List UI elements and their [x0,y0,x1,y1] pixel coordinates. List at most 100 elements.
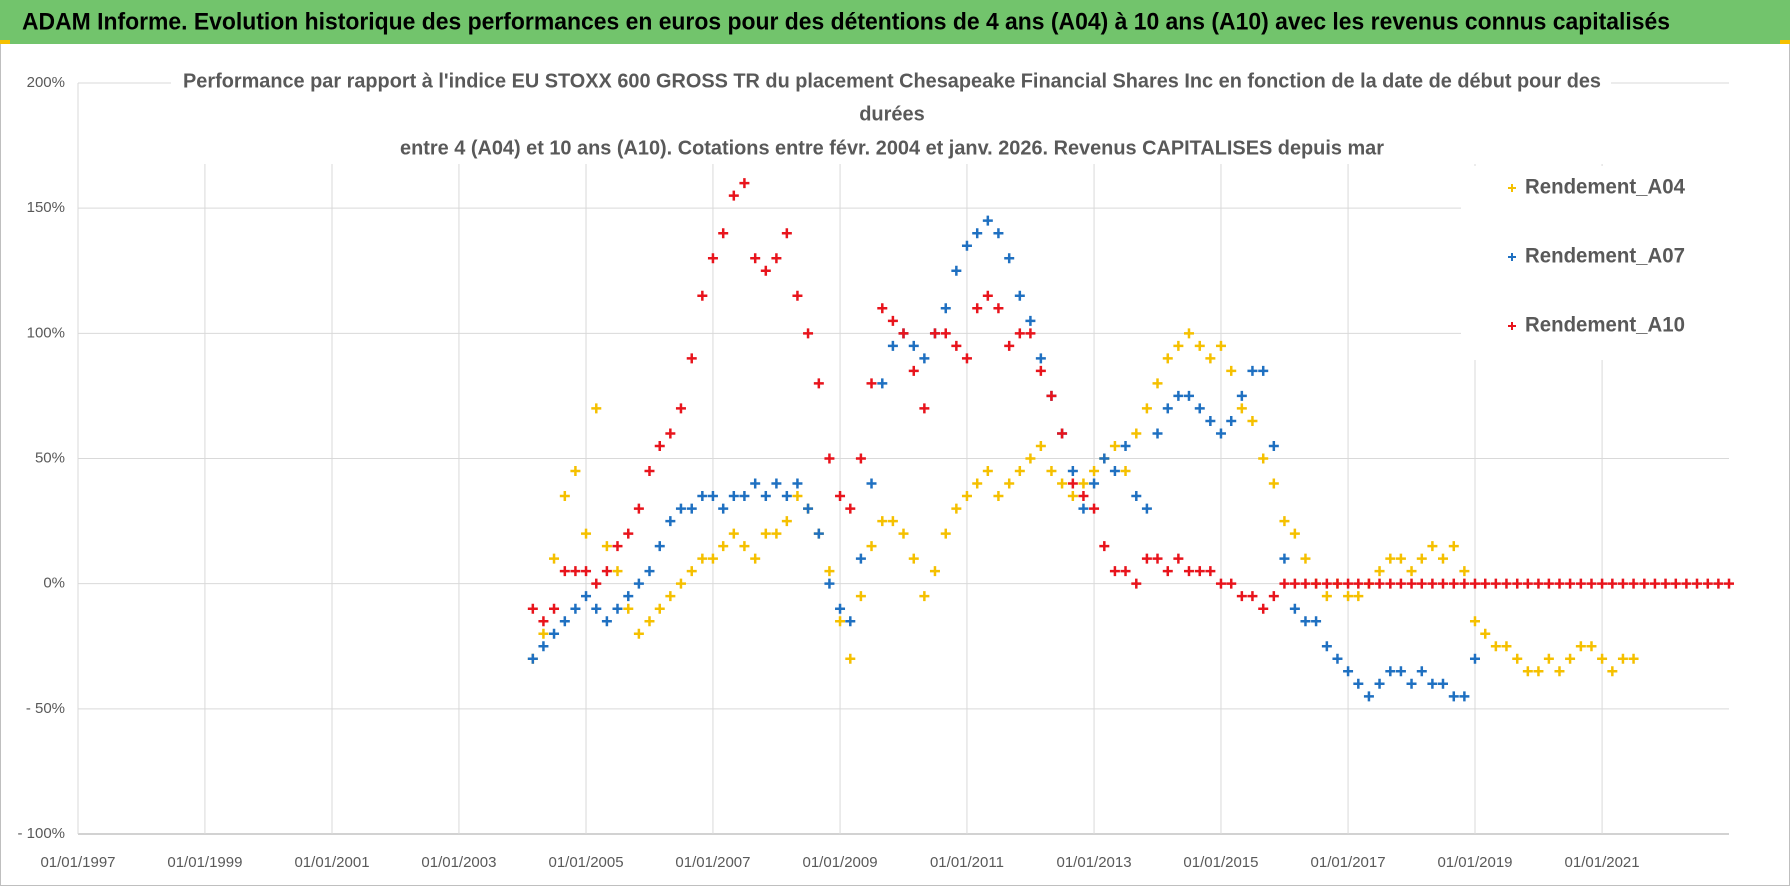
data-point [1459,566,1470,577]
data-point [1448,541,1459,552]
data-point [750,553,761,564]
data-point [1205,415,1216,426]
data-point [972,303,983,314]
x-tick-label: 01/01/2005 [548,854,623,871]
data-point [781,491,792,502]
data-point [824,453,835,464]
data-point [1247,415,1258,426]
data-point [1289,528,1300,539]
data-point [1586,641,1597,652]
data-point [1089,466,1100,477]
data-point [1014,290,1025,301]
data-point [760,528,771,539]
data-point [1099,541,1110,552]
data-point [1353,678,1364,689]
data-point [1332,653,1343,664]
title-background [171,66,1611,164]
data-point [1575,641,1586,652]
data-point [1014,466,1025,477]
x-tick-label: 01/01/1997 [40,854,115,871]
data-point [1067,491,1078,502]
data-point [951,340,962,351]
data-point [1279,553,1290,564]
data-point [527,653,538,664]
data-point [866,541,877,552]
y-tick-label: 50% [35,449,65,466]
data-point [866,378,877,389]
data-point [1459,691,1470,702]
data-point [1554,578,1565,589]
data-point [855,453,866,464]
data-point [739,178,750,189]
data-point [1120,440,1131,451]
data-point [1490,578,1501,589]
data-point [845,503,856,514]
data-point [1343,578,1354,589]
data-point [1205,566,1216,577]
data-point [908,365,919,376]
data-point [1395,578,1406,589]
data-point [919,403,930,414]
banner-title: ADAM Informe. Evolution historique des p… [22,8,1670,35]
data-point [1416,578,1427,589]
data-point [792,478,803,489]
data-point [1236,390,1247,401]
data-point [1660,578,1671,589]
data-point [887,340,898,351]
data-point [877,378,888,389]
data-point [1194,403,1205,414]
legend-background [1461,166,1729,360]
data-point [1057,428,1068,439]
data-point [675,403,686,414]
data-point [1279,578,1290,589]
y-tick-label: 150% [27,199,65,216]
data-point [855,553,866,564]
data-point [835,616,846,627]
data-point [1363,578,1374,589]
data-point [1025,453,1036,464]
data-point [1406,678,1417,689]
data-point [1120,566,1131,577]
data-point [633,503,644,514]
x-tick-label: 01/01/2007 [675,854,750,871]
legend-label: Rendement_A04 [1525,176,1685,199]
data-point [951,265,962,276]
chart-title: Performance par rapport à l'indice EU ST… [183,70,1601,92]
data-point [1067,466,1078,477]
data-point [1109,566,1120,577]
data-point [1046,466,1057,477]
x-tick-label: 01/01/2019 [1437,854,1512,871]
data-point [654,541,665,552]
data-point [1258,603,1269,614]
data-point [728,190,739,201]
data-point [654,603,665,614]
banner-corner [0,40,10,44]
data-point [1289,578,1300,589]
data-point [771,253,782,264]
data-point [1173,553,1184,564]
data-point [929,566,940,577]
data-point [940,328,951,339]
data-point [739,541,750,552]
data-point [1565,653,1576,664]
data-point [633,578,644,589]
data-point [1311,616,1322,627]
data-point [1395,666,1406,677]
data-point [1343,591,1354,602]
data-point [1141,553,1152,564]
data-point [707,553,718,564]
data-point [1120,466,1131,477]
data-point [1236,591,1247,602]
data-point [1438,578,1448,589]
data-point [1025,315,1036,326]
data-point [760,265,771,276]
data-point [845,653,856,664]
data-point [1617,578,1628,589]
data-point [1258,365,1269,376]
data-point [908,553,919,564]
data-point [982,466,993,477]
data-point [1628,578,1639,589]
data-point [527,603,538,614]
data-point [1681,578,1692,589]
data-point [940,303,951,314]
